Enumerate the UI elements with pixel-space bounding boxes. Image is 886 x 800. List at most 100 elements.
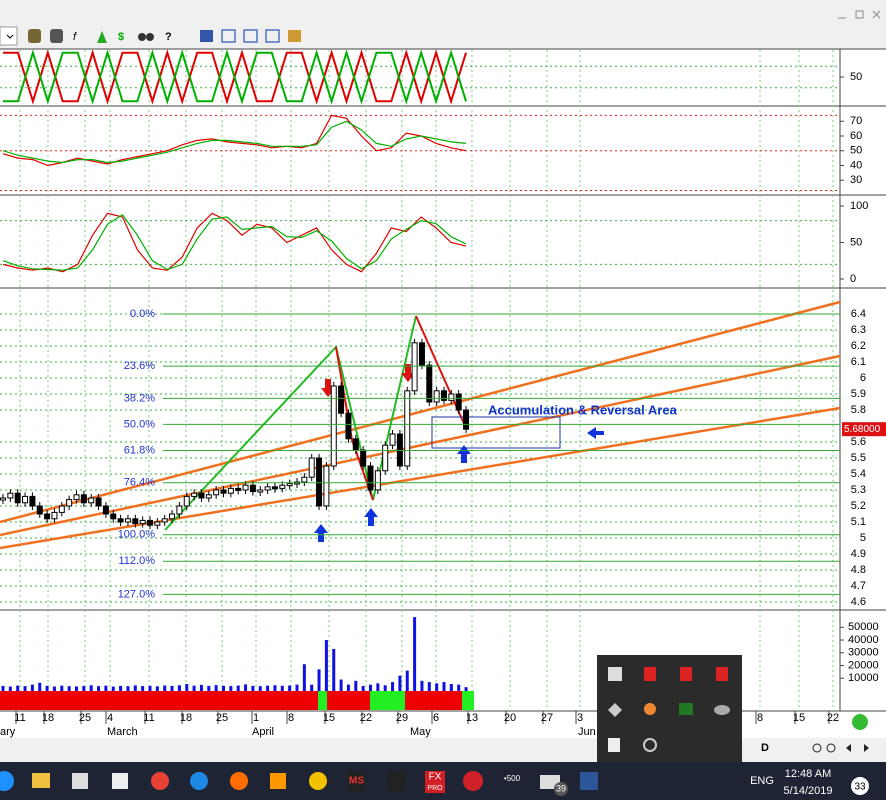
status-icon[interactable] <box>852 714 868 730</box>
fx-icon-sub: PRO <box>427 785 443 792</box>
channel-line <box>0 406 841 550</box>
app-icon[interactable] <box>151 772 169 790</box>
restore-button[interactable] <box>855 10 864 19</box>
tool-icon[interactable] <box>146 33 154 41</box>
volume-bar <box>23 686 27 691</box>
y-tick-label: 60 <box>850 130 862 142</box>
tool-icon[interactable] <box>265 29 280 43</box>
tool-icon[interactable] <box>138 33 146 41</box>
volume-bar <box>302 664 306 691</box>
volume-bar <box>16 685 20 691</box>
volume-bar <box>310 684 314 691</box>
zoom-button[interactable] <box>812 743 822 753</box>
app-icon[interactable] <box>425 771 445 793</box>
indicator-line <box>2 212 467 273</box>
y-tick-label: 4.9 <box>851 548 866 560</box>
volume-bar <box>354 680 358 691</box>
drawings <box>0 300 841 550</box>
tool-icon[interactable]: f <box>73 31 77 43</box>
app-icon[interactable] <box>270 773 286 789</box>
tray-icon[interactable] <box>608 667 622 681</box>
tool-icon[interactable] <box>50 29 63 43</box>
app-icon[interactable] <box>190 772 208 790</box>
clock-date[interactable]: 5/14/2019 <box>784 785 833 797</box>
candle <box>235 487 242 491</box>
candle <box>301 476 308 483</box>
month-label: Jun <box>578 726 596 738</box>
tray-icon[interactable] <box>714 705 730 715</box>
y-tick-label: 70 <box>850 115 862 127</box>
volume-bar <box>89 685 93 691</box>
indicator-line <box>2 213 467 271</box>
period-button[interactable]: D <box>761 742 769 754</box>
taskbar-icons <box>0 771 598 793</box>
fib-label: 0.0% <box>130 308 155 320</box>
tray-icon[interactable] <box>608 738 620 752</box>
language[interactable]: ENG <box>750 775 774 787</box>
clock-time[interactable]: 12:48 AM <box>785 768 831 780</box>
app-icon[interactable] <box>112 773 128 789</box>
nav-right[interactable] <box>864 744 869 752</box>
tray-icon[interactable] <box>680 667 692 681</box>
tool-icon[interactable] <box>243 29 258 43</box>
app-icon[interactable] <box>230 772 248 790</box>
tray-icon[interactable] <box>643 738 657 752</box>
candle <box>249 484 256 493</box>
volume-bar <box>126 686 130 691</box>
candle <box>176 505 183 515</box>
close-button[interactable] <box>872 10 881 19</box>
volume-bar <box>391 682 395 691</box>
tool-icon[interactable] <box>97 31 107 43</box>
up-arrow <box>457 445 471 463</box>
y-tick-label: 5.5 <box>851 452 866 464</box>
app-icon[interactable] <box>580 772 598 790</box>
notification-badge[interactable] <box>851 777 869 795</box>
tool-icon[interactable] <box>221 29 236 43</box>
y-tick-label: 5.9 <box>851 388 866 400</box>
query-icon[interactable]: ? <box>165 31 172 43</box>
tool-icon[interactable] <box>288 30 301 42</box>
app-icon[interactable] <box>347 771 365 791</box>
tray-icon[interactable] <box>644 667 656 681</box>
tool-icon[interactable] <box>200 30 213 42</box>
tray-icon[interactable] <box>679 703 693 715</box>
dollar-icon[interactable]: $ <box>118 31 124 43</box>
left-arrow <box>587 427 604 439</box>
volume-bar <box>192 685 196 691</box>
app-icon[interactable] <box>72 773 88 789</box>
tray-icon[interactable] <box>608 703 622 717</box>
date-label: 11 <box>14 712 25 724</box>
fib-label: 50.0% <box>124 418 155 430</box>
app-icon[interactable] <box>463 771 483 791</box>
volume-bar <box>361 685 365 691</box>
candle <box>139 519 146 525</box>
volume-bar <box>207 685 211 691</box>
fib-label: 76.4% <box>124 477 155 489</box>
y-tick-label: 40 <box>850 159 862 171</box>
y-tick-label: 0 <box>850 273 856 285</box>
toolbar-bg <box>0 0 886 49</box>
tray-icon[interactable] <box>644 703 656 715</box>
volume-bar <box>30 684 34 691</box>
zoom-button[interactable] <box>826 743 836 753</box>
y-tick-label: 50 <box>850 145 862 157</box>
volume-bar <box>38 682 42 691</box>
app-icon[interactable] <box>0 771 14 791</box>
volume-bar <box>1 685 5 691</box>
nav-left[interactable] <box>846 744 851 752</box>
y-tick-label: 30000 <box>848 647 879 659</box>
y-tick-label: 4.8 <box>851 564 866 576</box>
date-label: 25 <box>216 712 228 724</box>
month-label: March <box>107 726 138 738</box>
candle <box>404 390 411 467</box>
candle <box>102 505 109 515</box>
tool-icon[interactable] <box>28 29 41 43</box>
candle <box>132 518 139 525</box>
candle <box>352 438 359 451</box>
tray-icon[interactable] <box>716 667 728 681</box>
volume-bar <box>280 685 284 691</box>
app-icon[interactable] <box>387 771 405 791</box>
app-icon[interactable] <box>309 772 327 790</box>
volume-bar <box>67 686 71 691</box>
app-icon[interactable] <box>32 773 50 788</box>
